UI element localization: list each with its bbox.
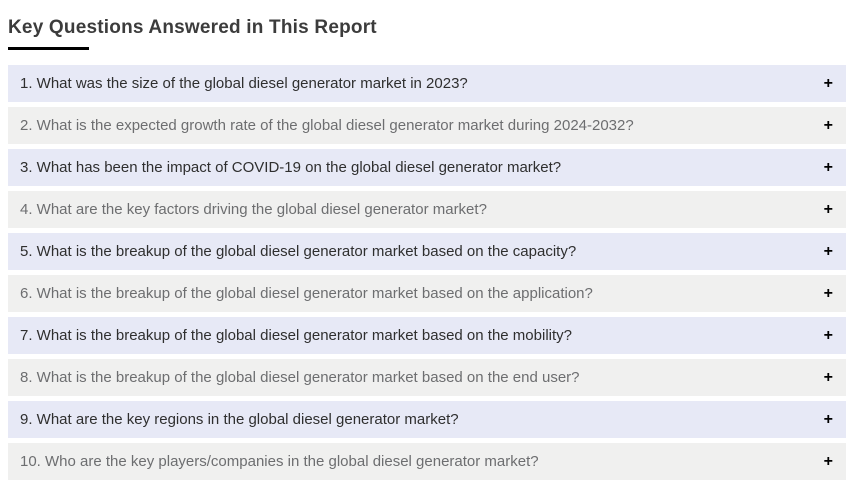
faq-row[interactable]: 6. What is the breakup of the global die… <box>8 275 846 312</box>
plus-expand-icon[interactable]: + <box>823 75 833 92</box>
plus-expand-icon[interactable]: + <box>823 117 833 134</box>
faq-row[interactable]: 3. What has been the impact of COVID-19 … <box>8 149 846 186</box>
question-text: 8. What is the breakup of the global die… <box>20 369 580 386</box>
faq-row[interactable]: 7. What is the breakup of the global die… <box>8 317 846 354</box>
title-underline <box>8 47 89 50</box>
question-text: 2. What is the expected growth rate of t… <box>20 117 634 134</box>
faq-row[interactable]: 2. What is the expected growth rate of t… <box>8 107 846 144</box>
faq-row[interactable]: 10. Who are the key players/companies in… <box>8 443 846 480</box>
page-title: Key Questions Answered in This Report <box>8 17 377 38</box>
faq-row[interactable]: 1. What was the size of the global diese… <box>8 65 846 102</box>
question-text: 4. What are the key factors driving the … <box>20 201 487 218</box>
faq-row[interactable]: 9. What are the key regions in the globa… <box>8 401 846 438</box>
faq-list: 1. What was the size of the global diese… <box>8 65 846 480</box>
plus-expand-icon[interactable]: + <box>823 369 833 386</box>
plus-expand-icon[interactable]: + <box>823 159 833 176</box>
question-text: 9. What are the key regions in the globa… <box>20 411 459 428</box>
faq-row[interactable]: 4. What are the key factors driving the … <box>8 191 846 228</box>
question-text: 6. What is the breakup of the global die… <box>20 285 593 302</box>
plus-expand-icon[interactable]: + <box>823 285 833 302</box>
faq-row[interactable]: 5. What is the breakup of the global die… <box>8 233 846 270</box>
question-text: 3. What has been the impact of COVID-19 … <box>20 159 562 176</box>
plus-expand-icon[interactable]: + <box>823 201 833 218</box>
plus-expand-icon[interactable]: + <box>823 243 833 260</box>
question-text: 5. What is the breakup of the global die… <box>20 243 577 260</box>
question-text: 7. What is the breakup of the global die… <box>20 327 572 344</box>
plus-expand-icon[interactable]: + <box>823 453 833 470</box>
plus-expand-icon[interactable]: + <box>823 327 833 344</box>
question-text: 10. Who are the key players/companies in… <box>20 453 539 470</box>
plus-expand-icon[interactable]: + <box>823 411 833 428</box>
question-text: 1. What was the size of the global diese… <box>20 75 468 92</box>
faq-row[interactable]: 8. What is the breakup of the global die… <box>8 359 846 396</box>
